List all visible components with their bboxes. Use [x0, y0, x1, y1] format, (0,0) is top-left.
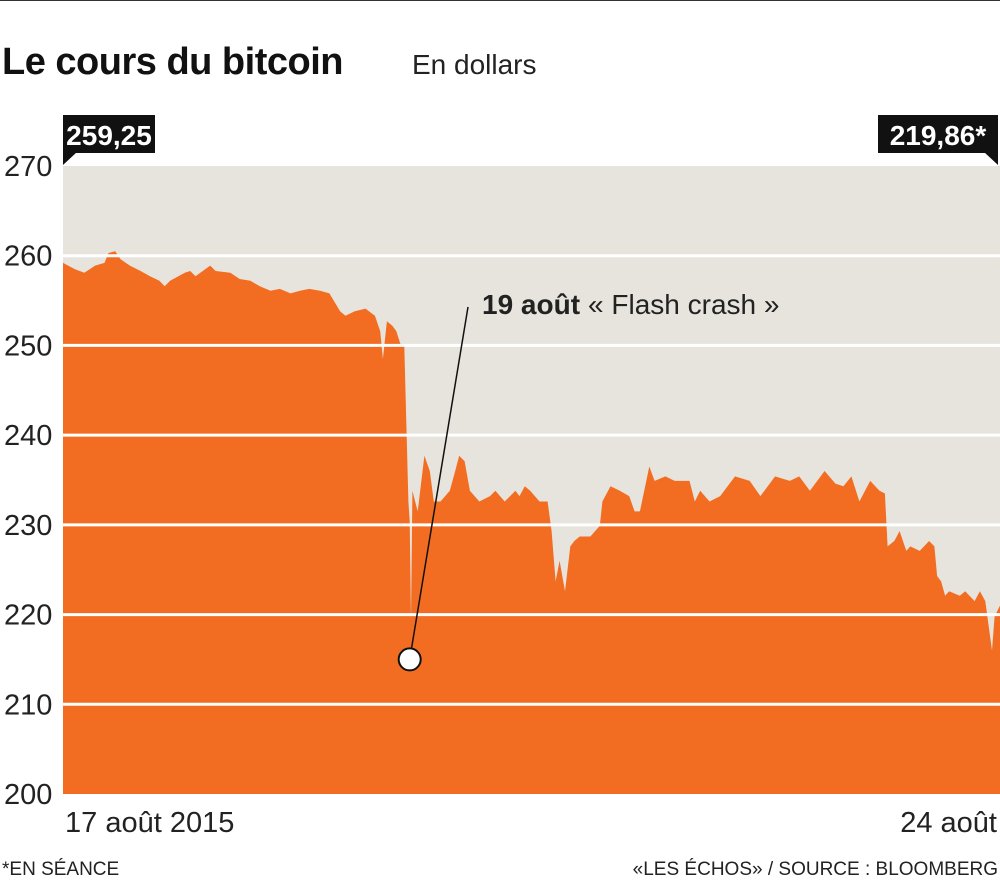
start-value-text: 259,25	[66, 120, 152, 151]
start-label-box	[63, 115, 155, 153]
y-tick-label: 250	[4, 330, 52, 362]
y-tick-label: 230	[4, 510, 52, 542]
chart-title: Le cours du bitcoin	[2, 41, 343, 83]
annotation-text: « Flash crash »	[588, 289, 779, 320]
x-tick-start: 17 août 2015	[65, 807, 234, 839]
annotation-leader-line	[408, 306, 469, 660]
start-label-pointer	[63, 152, 77, 165]
gridlines	[63, 254, 1000, 706]
y-tick-label: 200	[4, 779, 52, 811]
end-value-label: 219,86*	[878, 115, 998, 165]
x-tick-end: 24 août	[900, 807, 997, 839]
y-axis-ticks: 200 210 220 230 240 250 260 270	[4, 151, 52, 811]
end-label-box	[878, 115, 998, 153]
price-area	[63, 251, 1000, 794]
y-tick-label: 240	[4, 420, 52, 452]
footnote: *EN SÉANCE	[2, 859, 120, 880]
end-value-text: 219,86*	[890, 120, 987, 151]
source-credit: «LES ÉCHOS» / SOURCE : BLOOMBERG	[632, 859, 998, 880]
end-label-pointer	[984, 152, 998, 165]
y-tick-label: 270	[4, 151, 52, 183]
y-tick-label: 220	[4, 600, 52, 632]
annotation-date: 19 août	[482, 289, 580, 320]
y-tick-label: 260	[4, 241, 52, 273]
annotation-label: 19 août « Flash crash »	[482, 289, 779, 320]
chart-subtitle: En dollars	[412, 49, 537, 80]
y-tick-label: 210	[4, 689, 52, 721]
start-value-label: 259,25	[63, 115, 155, 165]
flash-crash-marker	[397, 647, 422, 672]
